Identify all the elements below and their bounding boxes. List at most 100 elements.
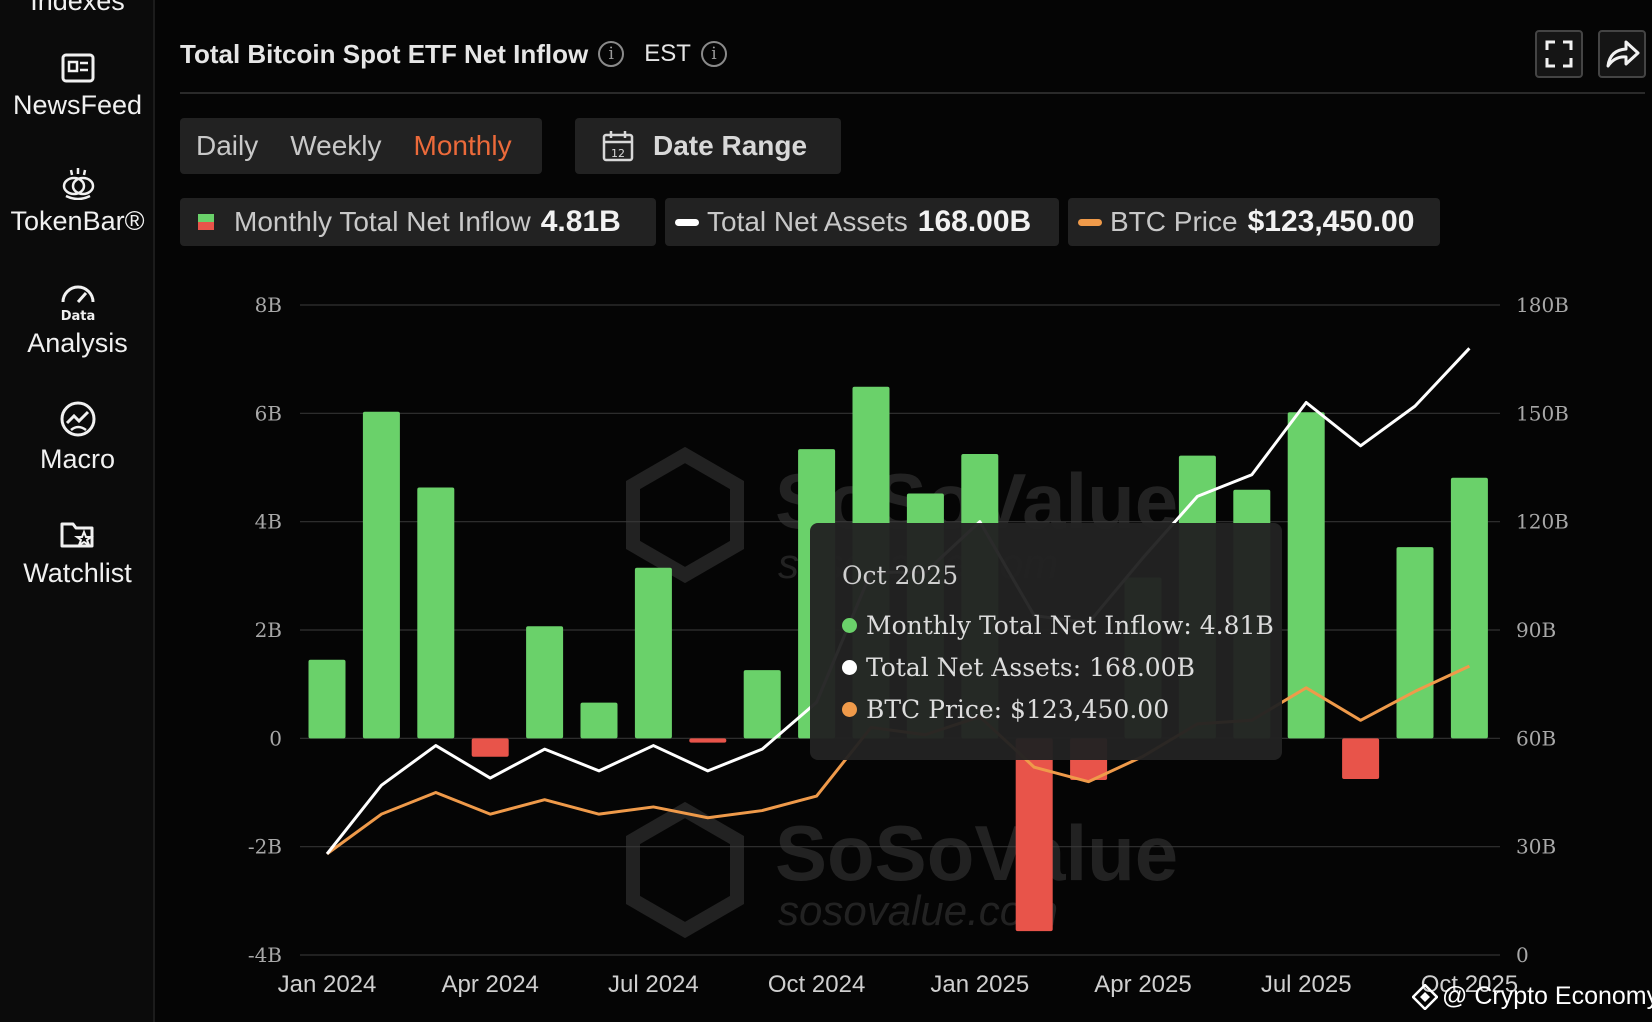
net-inflow-bar[interactable] (580, 702, 618, 739)
sidebar-item-label: Macro (39, 444, 115, 474)
chart-tooltip: Oct 2025 Monthly Total Net Inflow: 4.81B… (810, 523, 1282, 760)
tooltip-dot (842, 659, 857, 675)
info-icon[interactable]: i (598, 41, 625, 67)
net-inflow-bar[interactable] (634, 567, 672, 739)
legend-btc-price[interactable]: BTC Price $123,450.00 (1068, 198, 1440, 246)
sidebar-item-newsfeed[interactable]: NewsFeed (0, 52, 153, 121)
y-right-tick-label: 30B (1516, 835, 1556, 859)
y-left-tick-label: 2B (255, 618, 282, 642)
net-inflow-bar[interactable] (1396, 547, 1434, 739)
calendar-day: 12 (611, 147, 625, 160)
y-left-tick-label: 8B (255, 293, 282, 317)
credit-text: @ Crypto Economy (1442, 982, 1652, 1010)
net-inflow-bar[interactable] (471, 738, 509, 757)
net-inflow-bar[interactable] (1342, 738, 1380, 779)
fullscreen-button[interactable] (1535, 30, 1583, 78)
net-inflow-bar[interactable] (743, 670, 781, 739)
net-assets-swatch (675, 218, 699, 226)
period-daily-button[interactable]: Daily (196, 130, 259, 161)
data-analysis-icon: Data (60, 285, 95, 322)
net-inflow-bar[interactable] (689, 738, 727, 743)
newspaper-icon (61, 53, 94, 83)
tooltip-row-price: BTC Price: $123,450.00 (842, 688, 1282, 730)
sidebar-item-tokenbar[interactable]: TokenBar® (0, 166, 153, 237)
timezone-info-icon[interactable]: i (700, 41, 727, 67)
x-tick-label: Jan 2025 (930, 971, 1029, 998)
net-inflow-bar[interactable] (1015, 738, 1053, 932)
sidebar-item-macro[interactable]: Macro (0, 400, 153, 475)
y-right-tick-label: 180B (1516, 293, 1569, 317)
y-left-tick-label: 0 (269, 726, 282, 750)
header-divider (180, 92, 1645, 94)
tooltip-row-assets: Total Net Assets: 168.00B (842, 646, 1282, 688)
calendar-icon: 12 (602, 131, 634, 162)
sidebar-item-indexes[interactable]: Indexes (0, 0, 153, 17)
sidebar-item-label: Watchlist (23, 558, 132, 588)
x-tick-label: Oct 2024 (768, 971, 865, 998)
date-range-button[interactable]: 12 Date Range (575, 118, 841, 174)
tooltip-row-inflow: Monthly Total Net Inflow: 4.81B (842, 604, 1282, 646)
net-inflow-swatch (198, 214, 214, 230)
btc-price-swatch (1078, 218, 1102, 226)
watermark-url-2: sosovalue.com (778, 887, 1058, 934)
tooltip-title: Oct 2025 (842, 561, 959, 590)
x-tick-label: Jul 2024 (608, 971, 699, 998)
globe-icon (60, 401, 95, 437)
watermark-logo-2 (626, 801, 744, 939)
y-right-tick-label: 150B (1516, 401, 1569, 425)
folder-star-icon (60, 522, 94, 548)
watermark-logo (626, 446, 744, 584)
legend-net-inflow[interactable]: Monthly Total Net Inflow 4.81B (180, 198, 656, 246)
fullscreen-icon (1545, 40, 1573, 68)
tokens-icon (62, 168, 94, 200)
legend-value: $123,450.00 (1247, 205, 1415, 238)
y-right-tick-label: 120B (1516, 510, 1569, 534)
page-title: Total Bitcoin Spot ETF Net Inflow (180, 38, 589, 69)
timezone-label: EST (644, 40, 691, 67)
tooltip-dot (842, 701, 857, 717)
main-panel: Total Bitcoin Spot ETF Net Inflow i EST … (155, 0, 1652, 1022)
tooltip-row-label: BTC Price: $123,450.00 (866, 694, 1170, 724)
chart-header: Total Bitcoin Spot ETF Net Inflow i EST … (180, 36, 727, 72)
sidebar-item-watchlist[interactable]: Watchlist (0, 518, 153, 589)
x-tick-label: Jan 2024 (278, 971, 377, 998)
svg-text:Data: Data (60, 309, 95, 322)
x-tick-label: Oct 2025 (1421, 971, 1518, 998)
period-monthly-button[interactable]: Monthly (413, 130, 512, 161)
net-inflow-bar[interactable] (308, 659, 346, 739)
net-inflow-bar[interactable] (1287, 412, 1325, 739)
net-inflow-bar[interactable] (362, 411, 400, 739)
net-inflow-bar[interactable] (417, 487, 455, 739)
y-left-tick-label: 6B (255, 401, 282, 425)
net-inflow-bar[interactable] (526, 626, 564, 739)
x-tick-label: Apr 2024 (441, 971, 538, 998)
period-selector: Daily Weekly Monthly (180, 118, 542, 174)
y-right-tick-label: 90B (1516, 618, 1556, 642)
crypto-logo-icon (1412, 983, 1438, 1010)
y-right-tick-label: 60B (1516, 726, 1556, 750)
y-right-tick-label: 0 (1516, 943, 1529, 967)
sidebar-item-label: TokenBar® (10, 206, 145, 236)
legend-label: Total Net Assets (707, 206, 908, 237)
sidebar-item-label: NewsFeed (12, 90, 143, 120)
x-tick-label: Jul 2025 (1261, 971, 1352, 998)
x-tick-label: Apr 2025 (1094, 971, 1191, 998)
sidebar: Indexes NewsFeed TokenBar® Data Analysis (0, 0, 155, 1022)
sidebar-item-label: Indexes (30, 0, 125, 16)
net-inflow-bar[interactable] (1450, 477, 1488, 739)
credit: @ Crypto Economy (1412, 982, 1652, 1011)
sidebar-item-analysis[interactable]: Data Analysis (0, 282, 153, 359)
axes: -4B -2B 0 2B 4B 6B 8B 0 30B 60B 90B 120B 150B 180B Jan… (248, 293, 1569, 998)
tooltip-row-label: Monthly Total Net Inflow: 4.81B (866, 610, 1274, 640)
share-button[interactable] (1598, 30, 1646, 78)
date-range-label: Date Range (653, 130, 808, 161)
legend-label: Monthly Total Net Inflow (234, 206, 531, 237)
y-left-tick-label: -2B (248, 835, 282, 859)
legend-net-assets[interactable]: Total Net Assets 168.00B (665, 198, 1059, 246)
tooltip-dot (842, 617, 857, 633)
share-icon (1606, 40, 1640, 68)
period-weekly-button[interactable]: Weekly (290, 130, 382, 161)
tooltip-row-label: Total Net Assets: 168.00B (866, 652, 1195, 682)
watermark-brand-2: SoSoValue (775, 809, 1178, 897)
